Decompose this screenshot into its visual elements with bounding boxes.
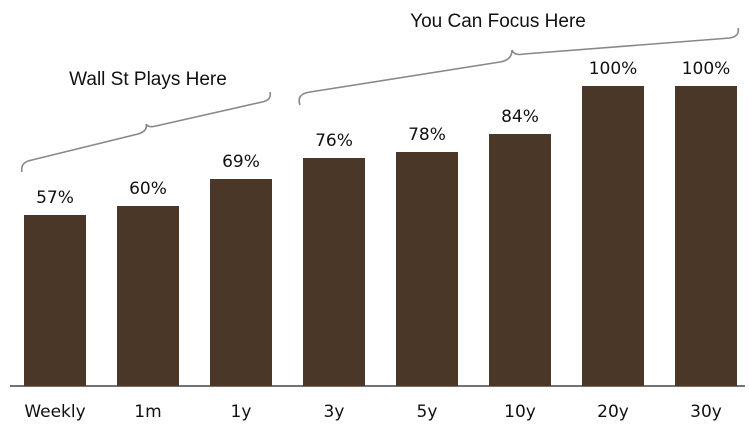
x-tick-label: 1m [134, 402, 161, 422]
bar [24, 215, 86, 386]
bar [675, 86, 737, 386]
bar [117, 206, 179, 386]
x-tick-label: Weekly [24, 402, 85, 422]
annotation: Wall St Plays Here [69, 69, 227, 90]
value-label: 78% [408, 125, 446, 145]
value-label: 100% [682, 59, 731, 79]
bar [489, 134, 551, 386]
brace [20, 91, 272, 173]
x-tick-label: 10y [504, 402, 536, 422]
x-tick-label: 20y [597, 402, 629, 422]
x-tick-label: 5y [417, 402, 438, 422]
brace [298, 27, 740, 106]
bar [303, 158, 365, 386]
value-label: 60% [129, 179, 167, 199]
x-tick-label: 3y [324, 402, 345, 422]
bar [396, 152, 458, 386]
value-label: 76% [315, 131, 353, 151]
value-label: 57% [36, 188, 74, 208]
x-tick-label: 30y [690, 402, 722, 422]
annotation: You Can Focus Here [410, 11, 586, 32]
value-label: 100% [589, 59, 638, 79]
value-label: 84% [501, 107, 539, 127]
bar [582, 86, 644, 386]
bar [210, 179, 272, 386]
value-label: 69% [222, 152, 260, 172]
x-tick-label: 1y [231, 402, 252, 422]
